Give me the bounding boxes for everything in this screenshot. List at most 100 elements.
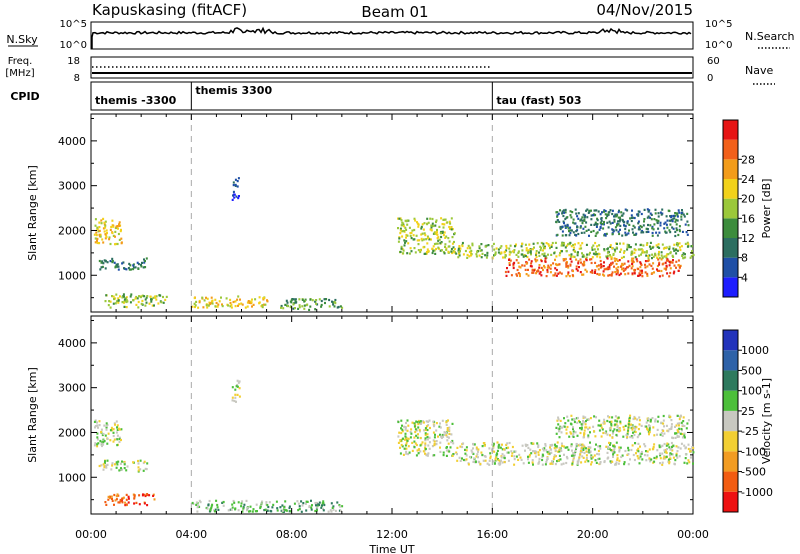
data-cell <box>494 458 497 461</box>
data-cell <box>269 509 272 513</box>
data-cell <box>427 221 430 224</box>
data-cell <box>413 217 416 220</box>
data-cell <box>559 227 562 231</box>
data-cell <box>116 265 118 268</box>
data-cell <box>153 498 156 501</box>
data-cell <box>114 235 116 238</box>
data-cell <box>435 220 437 224</box>
data-cell <box>104 237 107 240</box>
data-cell <box>414 428 417 431</box>
data-cell <box>316 506 319 509</box>
data-cell <box>546 270 549 274</box>
data-cell <box>681 436 684 439</box>
data-cell <box>606 221 609 224</box>
data-cell <box>540 241 543 245</box>
data-cell <box>578 456 581 459</box>
data-cell <box>683 215 686 218</box>
data-cell <box>159 294 162 297</box>
data-cell <box>676 229 678 232</box>
data-cell <box>282 307 285 310</box>
data-cell <box>677 233 680 237</box>
data-cell <box>493 450 496 453</box>
data-cell <box>495 452 498 455</box>
data-cell <box>533 269 535 272</box>
data-cell <box>298 304 301 307</box>
data-cell <box>674 436 677 439</box>
data-cell <box>206 297 209 300</box>
data-cell <box>631 272 634 275</box>
data-cell <box>513 249 516 252</box>
data-cell <box>436 242 439 245</box>
data-cell <box>308 505 311 508</box>
data-cell <box>431 217 434 221</box>
data-cell <box>603 233 606 236</box>
data-cell <box>640 212 643 216</box>
data-cell <box>285 509 288 512</box>
data-cell <box>688 461 691 464</box>
data-cell <box>417 225 420 228</box>
data-cell <box>567 271 570 274</box>
data-cell <box>423 429 426 432</box>
data-cell <box>404 435 407 438</box>
data-cell <box>401 424 403 427</box>
data-cell <box>600 265 603 268</box>
data-cell <box>494 459 497 462</box>
data-cell <box>195 300 198 303</box>
data-cell <box>129 264 132 267</box>
data-cell <box>304 298 307 301</box>
data-cell <box>540 274 543 277</box>
data-cell <box>197 306 200 309</box>
data-cell <box>104 300 107 303</box>
data-cell <box>225 297 228 300</box>
data-cell <box>637 267 640 271</box>
data-cell <box>581 216 584 219</box>
data-cell <box>598 419 601 422</box>
data-cell <box>525 262 528 265</box>
data-cell <box>651 231 654 235</box>
data-cell <box>640 253 642 256</box>
data-cell <box>547 452 550 455</box>
nsky-label: N.Sky <box>6 33 38 46</box>
data-cell <box>621 214 624 217</box>
data-cell <box>599 461 602 464</box>
data-cell <box>590 209 592 212</box>
data-cell <box>428 441 431 444</box>
data-cell <box>151 304 154 307</box>
data-cell <box>426 242 429 245</box>
data-cell <box>666 442 669 445</box>
data-cell <box>624 268 627 271</box>
data-cell <box>673 264 676 267</box>
data-cell <box>112 234 115 237</box>
data-cell <box>164 298 167 301</box>
data-cell <box>237 295 240 298</box>
data-cell <box>692 253 695 257</box>
data-cell <box>417 223 420 226</box>
data-cell <box>447 442 450 445</box>
data-cell <box>611 262 614 265</box>
data-cell <box>489 455 492 458</box>
data-cell <box>109 497 111 500</box>
data-cell <box>637 210 640 213</box>
data-cell <box>564 217 567 221</box>
data-cell <box>94 426 96 429</box>
data-cell <box>110 468 113 471</box>
data-cell <box>405 437 408 440</box>
data-cell <box>556 219 559 222</box>
data-cell <box>322 507 324 510</box>
data-cell <box>556 233 559 236</box>
data-cell <box>677 259 680 262</box>
data-cell <box>558 263 561 266</box>
data-cell <box>400 419 403 422</box>
data-cell <box>579 443 581 446</box>
data-cell <box>446 221 449 224</box>
data-cell <box>427 424 430 427</box>
data-cell <box>431 251 434 255</box>
data-cell <box>569 257 572 260</box>
colorbar-frame <box>722 119 739 298</box>
data-cell <box>234 300 237 303</box>
data-cell <box>579 427 581 430</box>
data-cell <box>656 234 659 237</box>
data-cell <box>502 256 504 259</box>
data-cell <box>680 442 683 445</box>
data-cell <box>464 452 467 455</box>
